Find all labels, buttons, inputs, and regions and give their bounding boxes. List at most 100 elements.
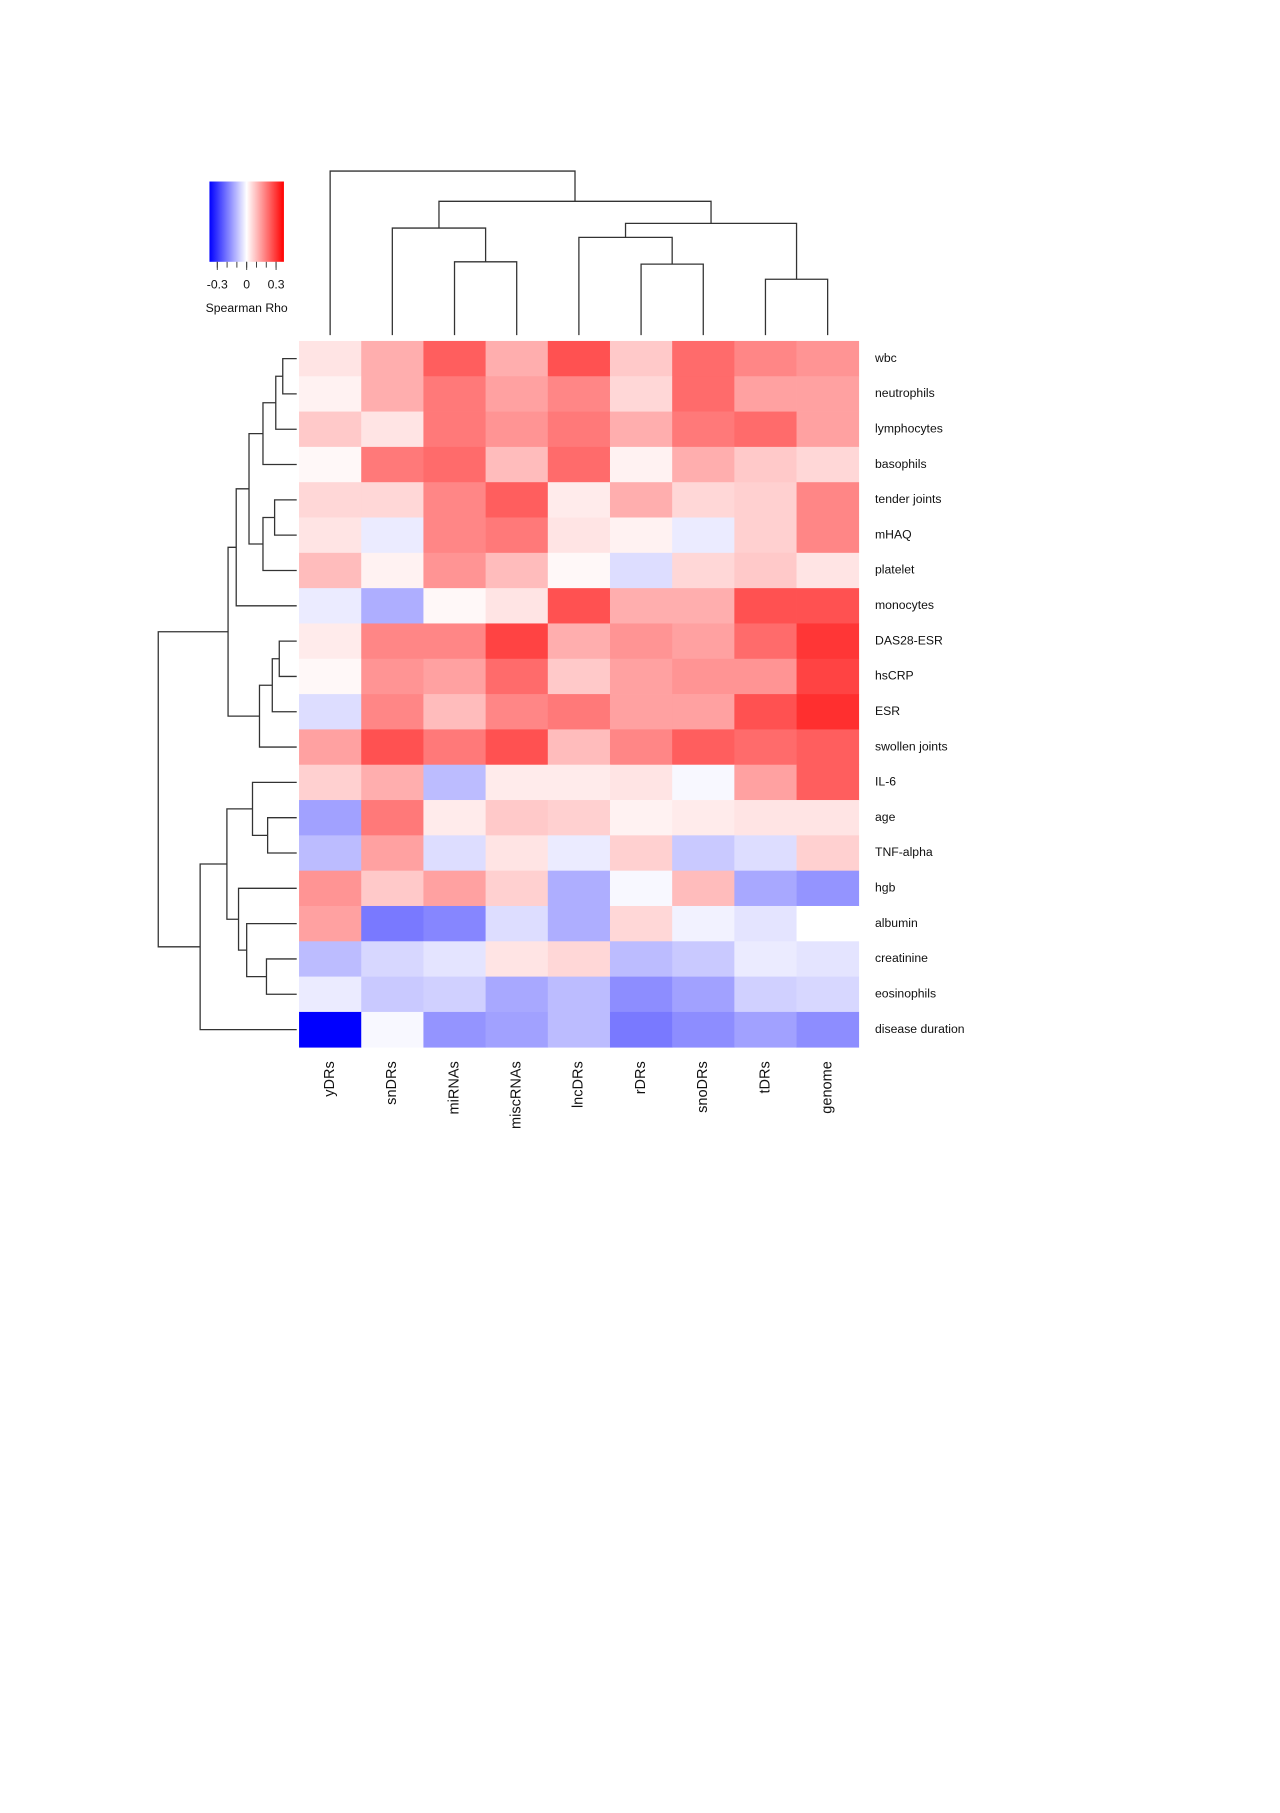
heatmap-cell xyxy=(734,764,797,801)
heatmap-cell xyxy=(796,905,860,942)
column-label: tDRs xyxy=(757,1061,773,1093)
heatmap-cell xyxy=(485,941,549,977)
heatmap-cell xyxy=(485,764,549,801)
heatmap-cell xyxy=(734,1011,797,1048)
heatmap-cell xyxy=(423,870,486,907)
heatmap-cell xyxy=(672,870,735,907)
heatmap-cell xyxy=(734,694,797,730)
heatmap-cell xyxy=(485,1011,549,1048)
row-label: lymphocytes xyxy=(875,421,943,435)
heatmap-cell xyxy=(609,411,673,448)
column-label: rDRs xyxy=(633,1061,649,1094)
heatmap-cell xyxy=(734,729,797,766)
heatmap-cell xyxy=(796,517,860,554)
heatmap-cell xyxy=(361,835,424,872)
heatmap-cell xyxy=(547,340,611,377)
heatmap-cell xyxy=(796,976,860,1013)
row-dendrogram xyxy=(235,488,297,607)
heatmap-cell xyxy=(485,800,549,836)
heatmap-cell xyxy=(299,729,362,766)
heatmap-cell xyxy=(796,800,860,836)
heatmap-cell xyxy=(796,376,860,412)
heatmap-cell xyxy=(547,764,611,801)
heatmap-cell xyxy=(734,870,797,907)
heatmap-cell xyxy=(423,658,486,695)
heatmap-cell xyxy=(796,729,860,766)
row-label: albumin xyxy=(875,916,918,930)
row-label: hsCRP xyxy=(875,669,914,683)
column-label: snoDRs xyxy=(695,1061,711,1113)
heatmap-cell xyxy=(361,764,424,801)
heatmap-cell xyxy=(609,340,673,377)
heatmap-cell xyxy=(423,446,486,483)
heatmap-cell xyxy=(672,446,735,483)
column-label: lncDRs xyxy=(571,1061,587,1108)
heatmap-cell xyxy=(423,517,486,554)
row-dendrogram xyxy=(227,546,260,717)
heatmap-cell xyxy=(299,446,362,483)
heatmap-cell xyxy=(361,1011,424,1048)
heatmap-cell xyxy=(423,623,486,660)
legend-title: Spearman Rho xyxy=(206,301,288,315)
heatmap-cell xyxy=(299,764,362,801)
heatmap-cell xyxy=(485,835,549,872)
heatmap-cell xyxy=(299,1011,362,1048)
heatmap-cell xyxy=(423,941,486,977)
row-dendrogram xyxy=(262,402,297,466)
heatmap-cell xyxy=(299,411,362,448)
heatmap-cell xyxy=(672,905,735,942)
row-label: IL-6 xyxy=(875,775,896,789)
column-label: miRNAs xyxy=(446,1061,462,1114)
heatmap-cell xyxy=(796,658,860,695)
heatmap-cell xyxy=(796,446,860,483)
heatmap-cell xyxy=(547,870,611,907)
heatmap-cell xyxy=(361,446,424,483)
heatmap-cell xyxy=(796,764,860,801)
column-dendrogram xyxy=(640,263,704,336)
heatmap-cell xyxy=(299,552,362,589)
row-label: ESR xyxy=(875,704,900,718)
heatmap-cell xyxy=(485,976,549,1013)
heatmap-cell xyxy=(299,588,362,624)
heatmap-cell xyxy=(734,976,797,1013)
heatmap-cell xyxy=(299,835,362,872)
heatmap-cell xyxy=(547,694,611,730)
heatmap-cell xyxy=(485,623,549,660)
heatmap-cell xyxy=(609,623,673,660)
heatmap-cell xyxy=(299,976,362,1013)
heatmap-cell xyxy=(485,905,549,942)
heatmap-cell xyxy=(299,376,362,412)
heatmap-cell xyxy=(485,376,549,412)
heatmap-cell xyxy=(796,941,860,977)
heatmap-cell xyxy=(485,446,549,483)
column-label: miscRNAs xyxy=(509,1061,525,1129)
row-label: mHAQ xyxy=(875,527,912,541)
heatmap-cell xyxy=(734,517,797,554)
heatmap-cell xyxy=(734,446,797,483)
heatmap-cell xyxy=(423,376,486,412)
heatmap-cell xyxy=(672,1011,735,1048)
heatmap-cell xyxy=(423,729,486,766)
heatmap-cell xyxy=(609,729,673,766)
heatmap-cell xyxy=(299,870,362,907)
heatmap-cell xyxy=(547,941,611,977)
heatmap-cell xyxy=(485,588,549,624)
column-dendrogram xyxy=(391,227,487,336)
heatmap-cell xyxy=(609,552,673,589)
heatmap-cell xyxy=(734,552,797,589)
heatmap-cell xyxy=(796,552,860,589)
heatmap-cell xyxy=(796,482,860,518)
heatmap-cell xyxy=(609,941,673,977)
heatmap-cell xyxy=(609,658,673,695)
row-dendrogram xyxy=(273,499,297,536)
heatmap-cell xyxy=(734,623,797,660)
heatmap-cell xyxy=(361,623,424,660)
heatmap-cell xyxy=(672,694,735,730)
chart: Spearman Rho -0.3 0 0.3 wbc neutrophils lymph… xyxy=(157,170,965,1129)
heatmap-cell xyxy=(796,835,860,872)
heatmap-cell xyxy=(361,411,424,448)
heatmap-cell xyxy=(672,482,735,518)
heatmap-cell xyxy=(361,870,424,907)
column-dendrogram xyxy=(578,236,673,336)
